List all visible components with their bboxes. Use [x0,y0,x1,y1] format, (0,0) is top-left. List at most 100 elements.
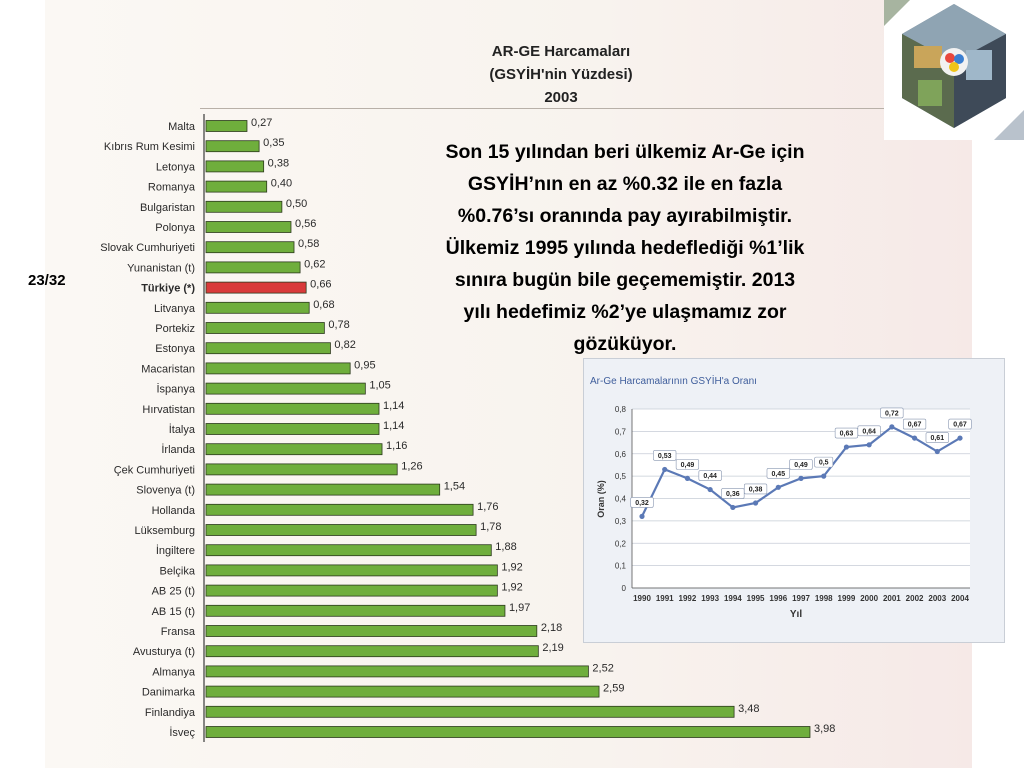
description-line: Son 15 yılından beri ülkemiz Ar-Ge için [445,141,805,163]
category-label: Hollanda [152,505,196,517]
bar [205,604,506,617]
bar-value-label: 0,66 [310,279,331,291]
x-tick-label: 2001 [883,594,901,603]
bar [205,564,498,577]
data-point [957,435,963,441]
category-label: Finlandiya [145,707,196,719]
category-label: Polonya [155,222,196,234]
data-label: 0,61 [930,435,944,442]
line-chart-title: Ar-Ge Harcamalarının GSYİH'a Oranı [590,374,757,387]
bar-value-label: 1,97 [509,602,530,614]
bar [205,524,477,536]
data-point [730,504,736,511]
description-line: gözüküyor. [573,333,677,355]
data-label-box [698,470,722,481]
category-label: Letonya [156,161,196,173]
x-tick-label: 1996 [769,594,787,603]
data-label-box [675,459,700,470]
x-tick-label: 2000 [860,594,878,603]
rd-ratio-line-chart: Ar-Ge Harcamalarının GSYİH'a Oranı 0 0,1 0… [590,374,972,620]
line-chart-plot: 0 0,1 0,2 0,3 0,4 0,5 0,6 0,7 0,8 1990 1991 1992 199… [615,405,972,603]
page-number: 23/32 [28,272,66,289]
description-line: sınıra bugün bile geçememiştir. 2013 [454,269,796,291]
data-point [866,442,872,448]
bar-value-label: 2,59 [603,683,624,695]
bar-value-label: 0,62 [304,258,325,270]
bar [205,463,398,476]
data-point [775,484,781,490]
data-point [639,513,645,519]
x-tick-label: 1995 [747,594,765,603]
data-label-box [925,432,949,443]
bar [205,281,307,294]
x-tick-label: 1999 [838,594,856,603]
data-label-box [948,418,972,430]
data-label: 0,45 [771,471,785,478]
category-label: İsveç [169,726,195,739]
x-tick-label: 1993 [701,594,719,603]
bar-value-label: 3,98 [814,723,835,735]
category-label: Portekiz [155,323,195,335]
y-tick-label: 0,1 [615,562,627,571]
bar-value-label: 1,14 [383,420,404,432]
description-line: GSYİH’nın en az %0.32 ile en fazla [467,173,783,195]
x-tick-label: 1992 [679,594,697,603]
data-label: 0,49 [794,462,808,469]
category-label: Estonya [155,343,196,355]
bar-chart-subtitle: (GSYİH'nin Yüzdesi) [489,66,632,83]
data-label-box [857,425,881,437]
y-tick-label: 0 [622,584,627,593]
bar [205,180,268,193]
data-label: 0,44 [703,473,717,480]
y-tick-label: 0,8 [615,405,627,414]
x-tick-label: 2004 [951,594,969,603]
bar-group: Malta 0,27 Kıbrıs Rum Kesimi 0,35 Letonya 0,3… [100,117,835,739]
bar-value-label: 0,27 [251,117,272,129]
line-chart-y-label: Oran (%) [596,480,606,518]
data-point [911,435,918,441]
data-point [684,475,691,481]
bar [205,120,248,132]
bar-value-label: 0,78 [328,319,349,331]
bar-chart-title: AR-GE Harcamaları [492,43,630,60]
bar-value-label: 2,52 [592,662,613,674]
data-label-box [880,407,904,419]
category-label: Kıbrıs Rum Kesimi [104,141,195,153]
bar-value-label: 1,54 [444,481,465,493]
bar-value-label: 1,26 [401,460,422,472]
category-label: Belçika [160,565,196,577]
bar-value-label: 1,92 [501,582,522,594]
building-collage-logo-icon [884,0,1024,140]
data-label: 0,72 [885,410,899,417]
bar-value-label: 1,92 [501,561,522,573]
bar [205,685,600,698]
y-tick-label: 0,2 [615,539,627,548]
bar [205,665,589,678]
bar-value-label: 0,50 [286,198,307,210]
x-tick-label: 2003 [928,594,946,603]
bar [205,382,366,395]
x-tick-label: 1994 [724,594,742,603]
bar [205,402,380,415]
data-point [707,486,713,493]
data-point [889,424,895,430]
bar-value-label: 2,18 [541,622,562,634]
data-label: 0,38 [749,486,763,493]
description-line: %0.76’sı oranında pay ayırabilmiştir. [457,205,793,227]
x-tick-label: 1990 [633,594,651,603]
bar-value-label: 3,48 [738,703,759,715]
bar-value-label: 1,16 [386,440,407,452]
bar [205,726,811,738]
bar [205,705,735,718]
bar [205,362,351,375]
y-tick-label: 0,6 [615,450,627,459]
category-label: İtalya [169,423,196,436]
data-point [821,473,827,479]
bar [205,322,325,334]
category-label: Almanya [152,666,196,678]
category-label: AB 15 (t) [152,606,195,618]
bar-value-label: 0,82 [334,339,355,351]
bar-value-label: 0,40 [271,178,292,190]
bar [205,261,301,274]
